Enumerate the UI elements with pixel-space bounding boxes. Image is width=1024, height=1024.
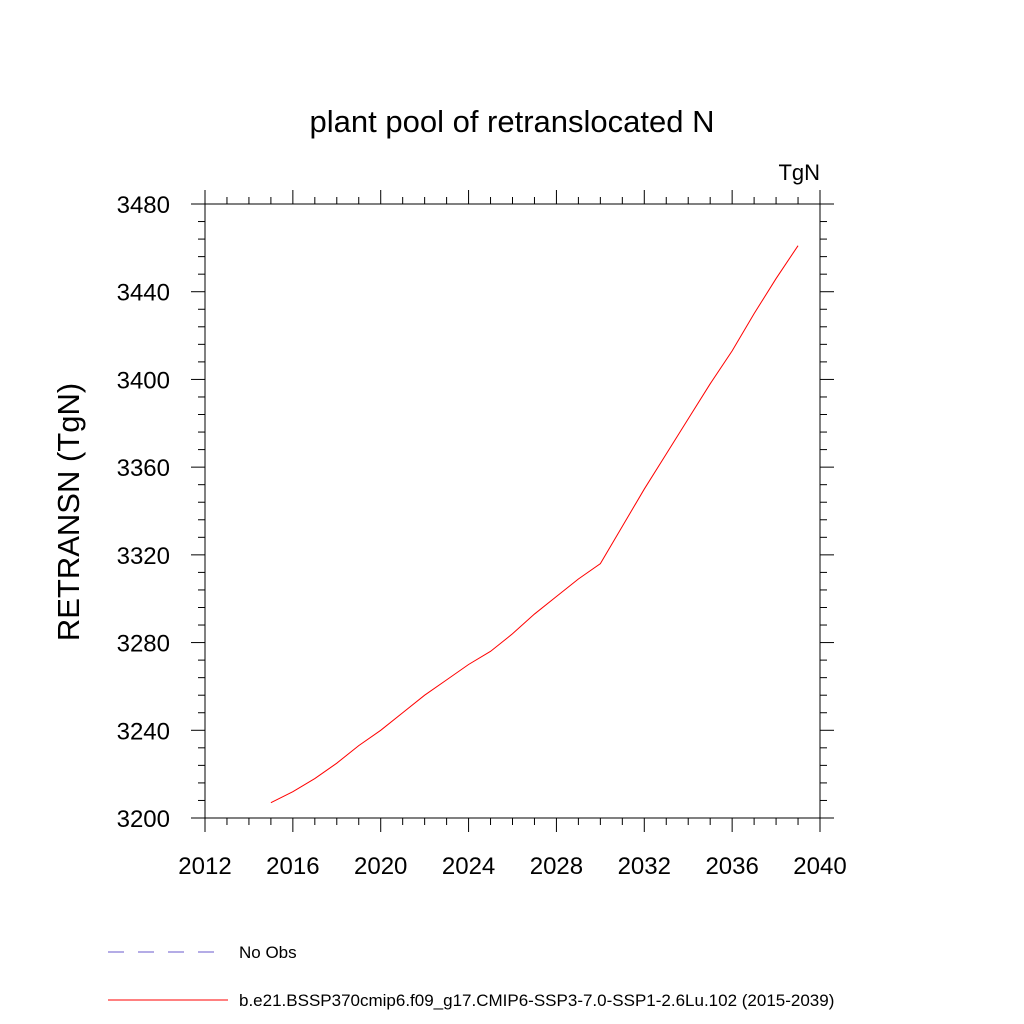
x-tick-label: 2028 (530, 853, 583, 880)
legend-label-model-run: b.e21.BSSP370cmip6.f09_g17.CMIP6-SSP3-7.… (239, 991, 834, 1010)
axis-tick-labels: 2012 2016 2020 2024 2028 2032 2036 2040 3200 3240… (117, 192, 847, 880)
y-tick-label: 3480 (117, 192, 170, 219)
x-tick-label: 2012 (178, 853, 231, 880)
y-tick-label: 3400 (117, 367, 170, 394)
legend-label-no-obs: No Obs (239, 943, 297, 962)
series-lines (270, 245, 799, 804)
x-tick-label: 2032 (618, 853, 671, 880)
axis-ticks (191, 190, 834, 832)
x-tick-label: 2020 (354, 853, 407, 880)
plot-area-frame (204, 203, 821, 819)
y-tick-label: 3360 (117, 455, 170, 482)
legend: No Obs b.e21.BSSP370cmip6.f09_g17.CMIP6-… (108, 943, 834, 1010)
x-tick-label: 2036 (705, 853, 758, 880)
y-tick-label: 3320 (117, 543, 170, 570)
x-tick-label: 2040 (793, 853, 846, 880)
y-tick-label: 3440 (117, 280, 170, 307)
chart-title: plant pool of retranslocated N (310, 104, 715, 139)
series-line-0 (270, 245, 799, 804)
x-tick-label: 2016 (266, 853, 319, 880)
y-tick-label: 3200 (117, 806, 170, 833)
y-tick-label: 3280 (117, 631, 170, 658)
y-tick-label: 3240 (117, 718, 170, 745)
units-label: TgN (778, 160, 820, 185)
y-axis-title: RETRANSN (TgN) (51, 383, 86, 641)
x-tick-label: 2024 (442, 853, 495, 880)
